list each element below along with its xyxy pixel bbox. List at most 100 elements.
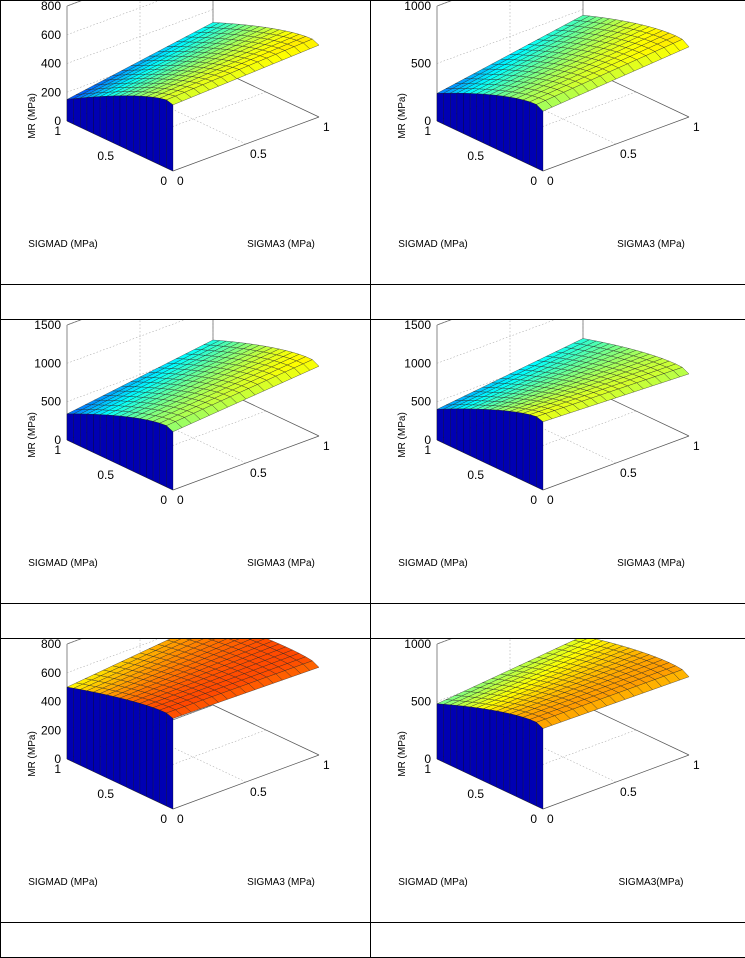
- y-axis-label: SIGMA3 (MPa): [247, 558, 315, 569]
- surface-wall: [503, 96, 510, 155]
- surface-wall: [120, 416, 127, 468]
- caption-cell: [371, 285, 745, 320]
- x-tick-label: 0.5: [467, 468, 484, 482]
- surface-wall: [107, 695, 114, 781]
- surface-mesh: [437, 15, 689, 171]
- surface-wall: [113, 96, 120, 146]
- surface-wall: [107, 96, 114, 143]
- surface-wall: [523, 100, 530, 165]
- surface-mesh: [437, 639, 689, 809]
- surface-wall: [74, 414, 81, 446]
- z-tick-label: 1500: [34, 320, 61, 332]
- surface-wall: [140, 96, 147, 158]
- surface-wall: [464, 706, 471, 774]
- x-axis-label: SIGMAD (MPa): [398, 239, 467, 250]
- surface-wall: [127, 417, 134, 471]
- y-tick-label: 1: [323, 758, 330, 772]
- x-axis-label: SIGMAD (MPa): [398, 877, 467, 888]
- y-axis-label: SIGMA3 (MPa): [247, 239, 315, 250]
- z-tick-label: 1000: [404, 639, 431, 651]
- z-tick-label: 500: [411, 395, 431, 409]
- surface-wall: [80, 98, 87, 131]
- surface-wall: [107, 415, 114, 462]
- surface-wall: [74, 688, 81, 765]
- y-tick-label: 0.5: [250, 785, 267, 799]
- y-axis-label: SIGMA3 (MPa): [617, 239, 685, 250]
- surface-wall: [67, 687, 74, 762]
- surface-wall: [87, 691, 94, 772]
- x-axis-label: SIGMAD (MPa): [28, 877, 97, 888]
- x-tick-label: 1: [54, 124, 61, 138]
- x-tick-label: 0: [160, 174, 167, 188]
- surface-wall: [437, 704, 444, 762]
- z-tick-label: 1000: [404, 356, 431, 370]
- x-tick-label: 0: [530, 812, 537, 826]
- x-axis-label: SIGMAD (MPa): [28, 558, 97, 569]
- surface-wall: [536, 722, 543, 809]
- surface-wall: [87, 414, 94, 452]
- surface-wall: [87, 97, 94, 133]
- surface-wall: [140, 419, 147, 478]
- surface-wall: [490, 95, 497, 149]
- y-tick-label: 0: [177, 174, 184, 188]
- z-tick-label: 500: [41, 395, 61, 409]
- surface-wall: [464, 93, 471, 136]
- surface-wall: [94, 692, 101, 775]
- surface-wall: [530, 415, 537, 487]
- y-tick-label: 0: [547, 174, 554, 188]
- surface-wall: [444, 93, 451, 127]
- x-tick-label: 1: [54, 443, 61, 457]
- surface-wall: [457, 705, 464, 771]
- y-tick-label: 0.5: [620, 466, 637, 480]
- surface-wall: [450, 409, 457, 449]
- y-tick-label: 0: [177, 493, 184, 507]
- surface-wall: [497, 410, 504, 471]
- surface-wall: [437, 93, 444, 124]
- surface-wall: [490, 710, 497, 787]
- surface-wall: [517, 412, 524, 480]
- surface-wall: [166, 713, 173, 809]
- y-tick-label: 0: [547, 812, 554, 826]
- z-axis-label: MR (MPa): [27, 412, 38, 458]
- x-tick-label: 0: [530, 174, 537, 188]
- surface-wall: [503, 411, 510, 475]
- surface-wall: [100, 693, 107, 777]
- surface-wall: [503, 712, 510, 793]
- surface-wall: [147, 420, 154, 481]
- z-tick-label: 600: [41, 28, 61, 42]
- surface-wall: [477, 94, 484, 143]
- surface-wall: [450, 705, 457, 769]
- y-tick-label: 1: [693, 439, 700, 453]
- surface-wall: [497, 711, 504, 790]
- surface-wall: [147, 705, 154, 799]
- surface-wall: [523, 717, 530, 802]
- surface-wall: [133, 96, 140, 155]
- surface-wall: [127, 700, 134, 791]
- surface-wall: [113, 696, 120, 784]
- surface-wall: [166, 426, 173, 490]
- x-tick-label: 1: [424, 762, 431, 776]
- x-tick-label: 0: [530, 493, 537, 507]
- surface-wall: [160, 98, 167, 168]
- z-axis-label: MR (MPa): [397, 93, 408, 139]
- y-tick-label: 1: [693, 758, 700, 772]
- surface-wall: [147, 97, 154, 162]
- z-axis-label: MR (MPa): [397, 731, 408, 777]
- surface-wall: [510, 411, 517, 477]
- z-tick-label: 200: [41, 723, 61, 737]
- x-tick-label: 1: [54, 762, 61, 776]
- z-axis-label: MR (MPa): [397, 412, 408, 458]
- z-axis-label: MR (MPa): [27, 93, 38, 139]
- x-tick-label: 0.5: [467, 787, 484, 801]
- surface-wall: [133, 701, 140, 793]
